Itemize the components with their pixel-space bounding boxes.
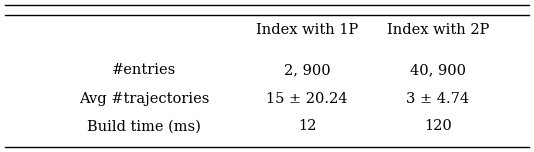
Text: 15 ± 20.24: 15 ± 20.24	[266, 92, 348, 106]
Text: Build time (ms): Build time (ms)	[87, 119, 201, 133]
Text: Index with 1P: Index with 1P	[256, 23, 358, 37]
Text: #entries: #entries	[112, 63, 176, 77]
Text: 3 ± 4.74: 3 ± 4.74	[406, 92, 469, 106]
Text: Avg #trajectories: Avg #trajectories	[79, 92, 209, 106]
Text: 2, 900: 2, 900	[284, 63, 331, 77]
Text: Index with 2P: Index with 2P	[387, 23, 489, 37]
Text: 120: 120	[424, 119, 452, 133]
Text: 40, 900: 40, 900	[410, 63, 466, 77]
Text: 12: 12	[298, 119, 316, 133]
